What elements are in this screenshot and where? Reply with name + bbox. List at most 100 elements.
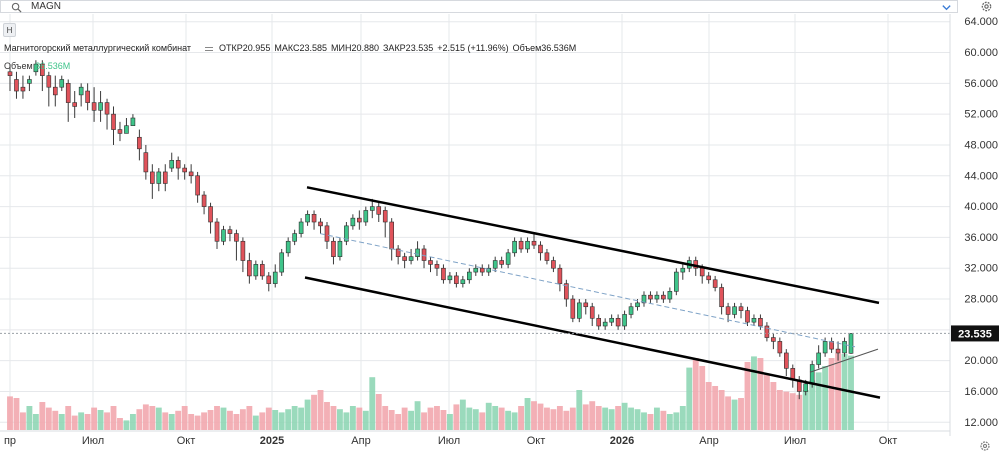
candle-body bbox=[272, 271, 278, 284]
candle-body bbox=[570, 298, 576, 319]
volume-bar bbox=[796, 394, 803, 430]
volume-bar bbox=[731, 399, 738, 430]
volume-bars bbox=[7, 353, 854, 430]
volume-bar bbox=[628, 407, 634, 430]
candle-body bbox=[848, 333, 854, 354]
candle-body bbox=[518, 240, 524, 250]
candle-body bbox=[402, 256, 407, 261]
candle-body bbox=[447, 275, 453, 281]
open-value: ОТКР20.955 bbox=[219, 43, 271, 53]
candle-body bbox=[764, 325, 770, 338]
volume-bar bbox=[97, 410, 104, 430]
y-tick-label: 48.000 bbox=[964, 139, 998, 151]
volume-bar bbox=[104, 412, 110, 430]
candle-body bbox=[247, 260, 252, 277]
volume-bar bbox=[589, 401, 596, 430]
candle-body bbox=[357, 217, 362, 223]
volume-bar bbox=[155, 407, 162, 430]
volume-bar bbox=[336, 409, 343, 430]
volume-bar bbox=[822, 366, 829, 430]
candle-body bbox=[395, 248, 401, 257]
y-tick-label: 28.000 bbox=[964, 294, 998, 306]
volume-bar bbox=[369, 377, 376, 430]
volume-bar bbox=[356, 407, 363, 430]
volume-bar bbox=[440, 410, 447, 430]
candle-body bbox=[344, 225, 349, 242]
volume-bar bbox=[692, 358, 699, 430]
x-tick-label: Июл bbox=[82, 435, 104, 447]
volume-bar bbox=[317, 390, 324, 430]
candle-body bbox=[667, 291, 673, 300]
candle-body bbox=[298, 221, 304, 234]
volume-bar bbox=[233, 414, 240, 430]
equals-icon bbox=[205, 46, 214, 51]
symbol-search-input[interactable]: MAGN bbox=[0, 0, 958, 13]
candle-body bbox=[72, 102, 77, 107]
gear-icon[interactable] bbox=[980, 0, 993, 13]
volume-bar bbox=[142, 404, 149, 430]
candle-body bbox=[376, 206, 382, 215]
volume-bar bbox=[414, 401, 421, 430]
candle-body bbox=[415, 248, 420, 257]
volume-bar bbox=[673, 412, 680, 430]
high-value: МАКС23.585 bbox=[274, 43, 327, 53]
volume-bar bbox=[32, 414, 39, 430]
volume-bar bbox=[427, 407, 434, 430]
volume-bar bbox=[835, 353, 841, 430]
volume-bar bbox=[472, 409, 479, 430]
volume-bar bbox=[608, 409, 615, 430]
drawing-tool-button[interactable]: H bbox=[3, 23, 16, 37]
volume-value: Объем36.536M bbox=[512, 43, 577, 53]
chevron-down-icon[interactable] bbox=[941, 2, 952, 13]
volume-bar bbox=[110, 406, 117, 430]
last-price-tag bbox=[951, 325, 999, 342]
volume-bar bbox=[738, 398, 744, 430]
volume-bar bbox=[324, 402, 330, 430]
candle-body bbox=[85, 90, 90, 103]
volume-bar bbox=[20, 412, 26, 430]
volume-bar bbox=[434, 406, 440, 430]
top-bar: MAGN bbox=[0, 0, 1000, 14]
volume-bar bbox=[809, 380, 816, 430]
candle-body bbox=[725, 306, 731, 315]
trend-line-small bbox=[809, 348, 879, 373]
volume-bar bbox=[699, 366, 706, 430]
candle-body bbox=[234, 233, 239, 242]
volume-bar bbox=[291, 406, 298, 430]
candle-body bbox=[169, 160, 175, 169]
volume-bar bbox=[563, 410, 570, 430]
volume-bar bbox=[757, 358, 764, 430]
candle-body bbox=[564, 283, 569, 300]
volume-bar bbox=[278, 412, 285, 430]
candle-body bbox=[292, 233, 297, 242]
volume-bar bbox=[388, 410, 395, 430]
candle-body bbox=[214, 221, 220, 242]
volume-bar bbox=[802, 390, 809, 430]
volume-bar bbox=[311, 394, 317, 430]
trend-lines bbox=[0, 186, 950, 399]
candle-body bbox=[130, 117, 136, 127]
candle-body bbox=[78, 86, 84, 96]
candle-body bbox=[777, 341, 783, 354]
volume-bar bbox=[524, 398, 531, 430]
y-tick-label: 36.000 bbox=[964, 232, 998, 244]
volume-bar bbox=[712, 386, 719, 430]
candle-body bbox=[201, 194, 207, 207]
volume-bar bbox=[246, 406, 253, 430]
candle-body bbox=[486, 267, 492, 273]
volume-bar bbox=[634, 409, 641, 430]
candle-body bbox=[195, 175, 200, 196]
candle-body bbox=[188, 171, 194, 177]
volume-bar bbox=[129, 414, 136, 430]
candle-body bbox=[602, 321, 608, 327]
volume-bar bbox=[220, 407, 227, 430]
y-tick-label: 20.000 bbox=[964, 355, 998, 367]
y-axis: 64.000 60.000 56.000 52.000 48.000 44.000 40.0… bbox=[949, 14, 1000, 450]
gear-icon[interactable] bbox=[979, 440, 991, 452]
candle-body bbox=[596, 317, 602, 327]
candle-body bbox=[719, 287, 724, 308]
candle-body bbox=[648, 294, 653, 300]
volume-bar bbox=[531, 401, 537, 430]
volume-bar bbox=[71, 415, 78, 430]
